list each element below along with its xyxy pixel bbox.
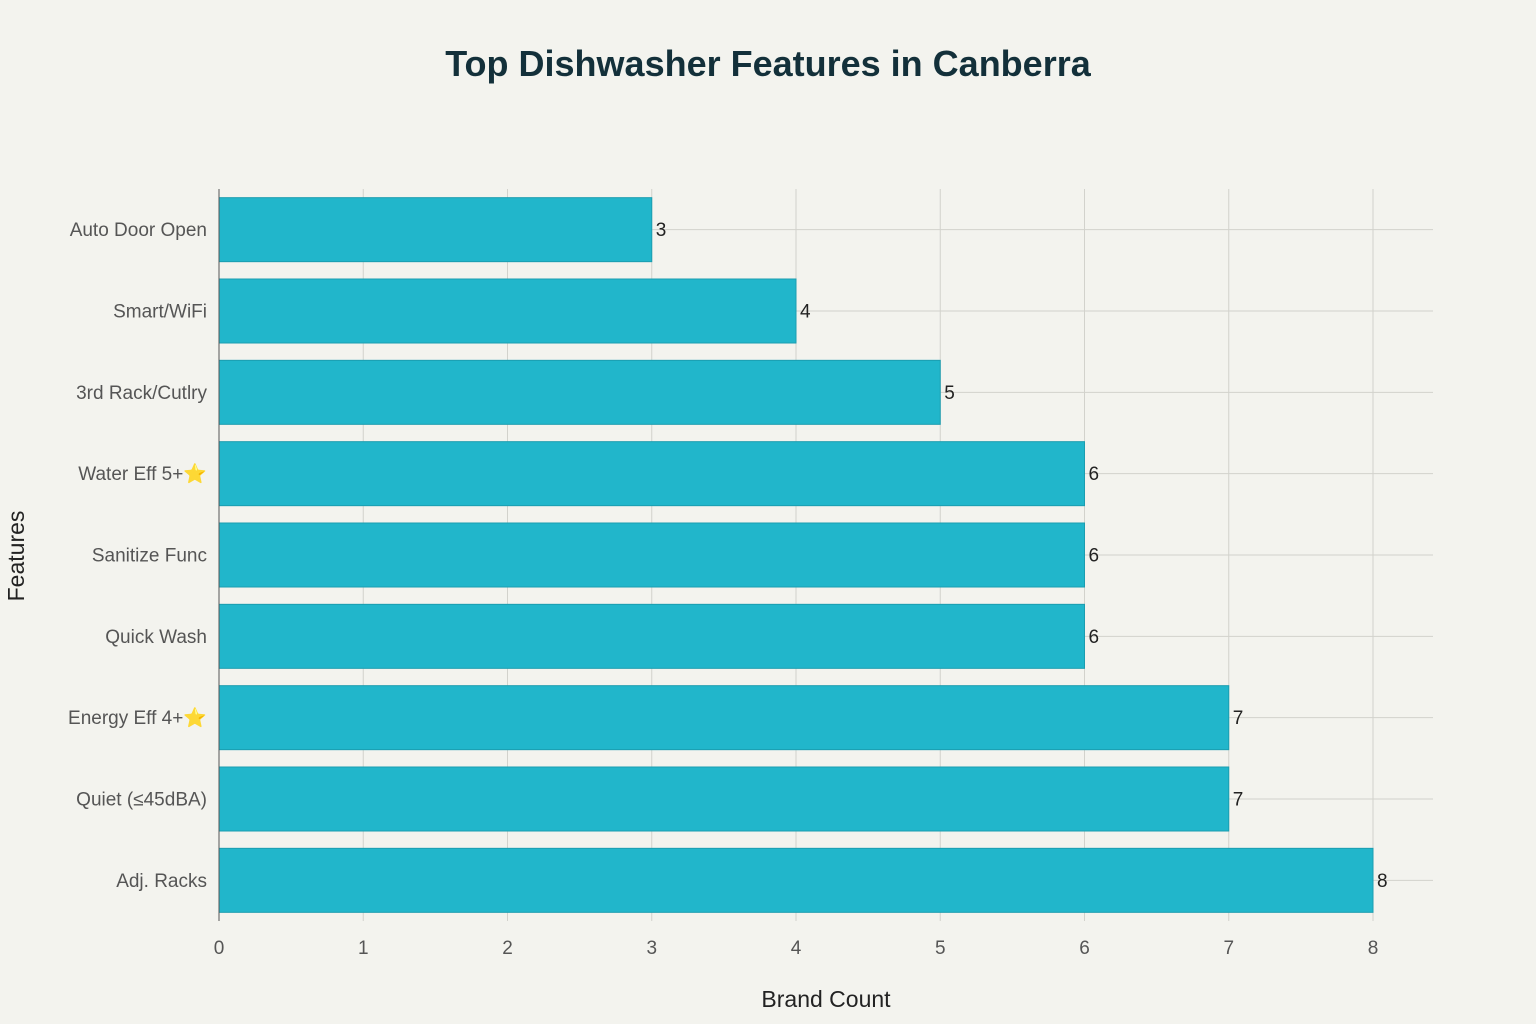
chart-title: Top Dishwasher Features in Canberra [445,43,1091,84]
y-tick-label: Water Eff 5+⭐ [78,462,207,485]
y-tick-labels: Auto Door Open Smart/WiFi 3rd Rack/Cutlry W… [68,220,207,892]
bar [218,847,1374,913]
x-tick-label: 4 [791,938,802,959]
y-tick-label: Quick Wash [105,627,207,648]
bar [218,522,1085,588]
x-tick-label: 5 [935,938,946,959]
data-label: 7 [1233,790,1244,811]
data-label: 6 [1089,464,1100,485]
data-label: 5 [944,383,955,404]
x-tick-label: 1 [358,938,369,959]
y-axis-title: Features [3,511,29,602]
x-axis-title: Brand Count [761,986,891,1012]
bar [218,766,1230,832]
y-tick-label: Auto Door Open [70,220,207,241]
bar [218,197,653,263]
x-tick-label: 3 [646,938,657,959]
x-tick-label: 8 [1368,938,1379,959]
x-tick-label: 2 [502,938,513,959]
bars [218,197,1374,913]
y-tick-label: 3rd Rack/Cutlry [76,383,207,404]
data-label: 7 [1233,708,1244,729]
data-label: 3 [656,220,667,241]
data-labels: 3 4 5 6 6 6 7 7 8 [656,220,1388,892]
y-tick-label: Sanitize Func [92,546,207,567]
y-tick-label: Adj. Racks [116,871,207,892]
y-tick-label: Smart/WiFi [113,302,207,323]
bar [218,278,797,344]
bar [218,359,941,425]
data-label: 8 [1377,871,1388,892]
bar [218,603,1085,669]
x-tick-label: 0 [214,938,225,959]
bar [218,441,1085,507]
y-tick-label: Quiet (≤45dBA) [76,790,207,811]
x-tick-label: 7 [1223,938,1234,959]
data-label: 6 [1089,546,1100,567]
x-tick-label: 6 [1079,938,1090,959]
data-label: 4 [800,302,811,323]
y-tick-label: Energy Eff 4+⭐ [68,706,207,729]
x-tick-labels: 0 1 2 3 4 5 6 7 8 [214,938,1379,959]
bar [218,685,1230,751]
data-label: 6 [1089,627,1100,648]
